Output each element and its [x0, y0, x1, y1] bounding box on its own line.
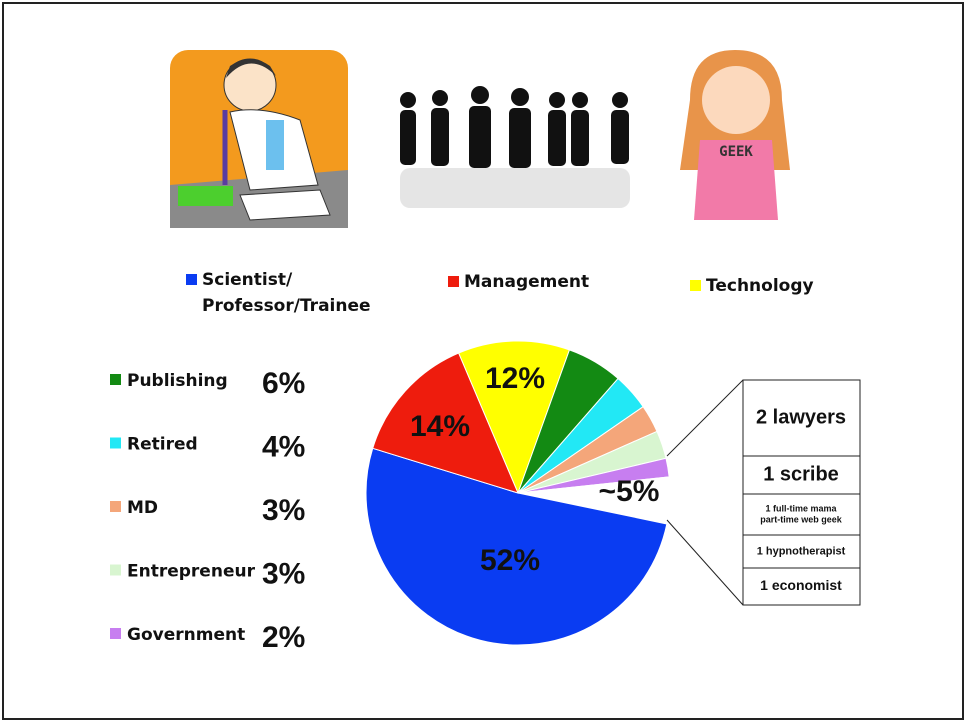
legend-percent: 3%	[262, 494, 305, 527]
slice-label: ~5%	[599, 475, 660, 508]
legend-label: Government	[127, 625, 245, 645]
callout-line	[666, 519, 744, 606]
callout-text: 1 scribe	[763, 463, 839, 485]
legend-percent: 4%	[262, 431, 305, 464]
legend-swatch	[110, 437, 121, 449]
callout-box	[742, 534, 861, 569]
legend-label: Publishing	[127, 371, 228, 391]
legend-label: Management	[464, 272, 589, 292]
pie-slice	[372, 352, 519, 494]
callout-text: 1 full-time mama	[765, 503, 837, 513]
pie-slice	[457, 340, 571, 495]
callout-line	[666, 379, 744, 457]
callout-text: 2 lawyers	[756, 406, 846, 428]
legend-percent: 6%	[262, 367, 305, 400]
business-silhouettes	[400, 86, 629, 168]
geek-illustration: GEEK	[680, 50, 790, 220]
slice-label: 52%	[480, 544, 540, 577]
slice-label: 12%	[485, 362, 545, 395]
legend-swatch	[690, 280, 701, 291]
scientist-illustration	[170, 50, 348, 228]
callout-box	[742, 567, 861, 606]
callout-box	[742, 455, 861, 495]
pie-chart: 12% ~5% 52% 14% Technology Scientist/Professo…	[110, 270, 861, 654]
shirt-text: GEEK	[719, 144, 753, 160]
legend-swatch	[186, 274, 197, 285]
callout-box	[742, 379, 861, 457]
legend-percent: 2%	[262, 621, 305, 654]
legend-label: Technology	[706, 276, 814, 296]
legend-label: Scientist/Professor/Trainee	[202, 270, 371, 316]
callout-box	[742, 493, 861, 536]
silhouette-reflections	[400, 168, 630, 208]
legend-label: Retired	[127, 435, 198, 455]
legend-swatch	[110, 374, 121, 385]
legend-percent: 3%	[262, 558, 305, 591]
legend-label: MD	[127, 498, 158, 518]
legend-swatch	[448, 276, 459, 287]
legend-label: Entrepreneur	[127, 562, 256, 582]
callout-text: 1 hypnotherapist	[757, 545, 846, 557]
callout-text: part-time web geek	[760, 514, 843, 524]
legend-swatch	[110, 501, 121, 512]
slice-label: 14%	[410, 410, 470, 443]
legend-swatch	[110, 564, 121, 576]
legend-swatch	[110, 628, 121, 639]
pie-slice	[365, 447, 668, 646]
callout-text: 1 economist	[760, 577, 842, 593]
